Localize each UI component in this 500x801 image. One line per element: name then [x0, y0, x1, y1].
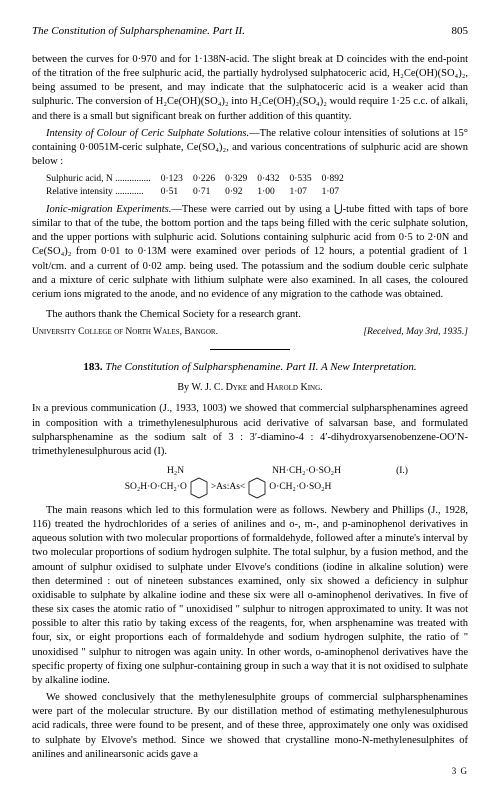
formula-main-row: SO₂H·O·CH₂·O >As:As< O·CH₂·O·SO₂H (I.) [32, 478, 468, 498]
article-title-text: The Constitution of Sulpharsphenamine. P… [105, 361, 416, 373]
row-label: Relative intensity ............ [46, 186, 161, 199]
byline-by: By [177, 382, 189, 393]
section-heading-intensity: Intensity of Colour of Ceric Sulphate So… [46, 128, 249, 139]
article-title: 183. The Constitution of Sulpharsphenami… [32, 360, 468, 375]
body-paragraph-3: We showed conclusively that the methylen… [32, 691, 468, 762]
body-paragraph-1: In a previous communication (J., 1933, 1… [32, 402, 468, 459]
table-cell: 0·535 [289, 173, 321, 186]
body-1-text: a previous communication (J., 1933, 1003… [32, 403, 468, 457]
table-cell: 0·51 [161, 186, 193, 199]
ionic-paragraph: Ionic-migration Experiments.—These were … [32, 203, 468, 302]
body-paragraph-2: The main reasons which led to this formu… [32, 504, 468, 688]
author-2: Harold King. [267, 382, 323, 393]
formula-center: >As:As< [211, 481, 245, 494]
article-number: 183. [83, 361, 102, 373]
benzene-ring-icon [247, 476, 267, 500]
author-1: W. J. C. Dyke [192, 382, 248, 393]
row-label: Sulphuric acid, N ............... [46, 173, 161, 186]
acknowledgment: The authors thank the Chemical Society f… [32, 308, 468, 322]
paragraph-continuation: between the curves for 0·970 and for 1·1… [32, 53, 468, 124]
header-title: The Constitution of Sulpharsphenamine. P… [32, 24, 245, 39]
formula-left: SO₂H·O·CH₂·O [95, 481, 187, 494]
running-header: The Constitution of Sulpharsphenamine. P… [32, 24, 468, 39]
byline: By W. J. C. Dyke and Harold King. [32, 381, 468, 395]
table-cell: 0·892 [322, 173, 354, 186]
table-cell: 0·71 [193, 186, 225, 199]
affiliation-line: University College of North Wales, Bango… [32, 326, 468, 339]
formula-label: (I.) [396, 465, 408, 478]
section-heading-ionic: Ionic-migration Experiments. [46, 204, 171, 215]
table-row: Relative intensity ............ 0·51 0·7… [46, 186, 354, 199]
table-cell: 1·07 [322, 186, 354, 199]
affiliation: University College of North Wales, Bango… [32, 326, 218, 339]
table-cell: 0·432 [257, 173, 289, 186]
table-row: Sulphuric acid, N ............... 0·123 … [46, 173, 354, 186]
formula-right: O·CH₂·O·SO₂H [269, 481, 379, 494]
table-cell: 1·00 [257, 186, 289, 199]
benzene-ring-icon [189, 476, 209, 500]
table-cell: 1·07 [289, 186, 321, 199]
table-cell: 0·226 [193, 173, 225, 186]
section-divider [210, 349, 290, 350]
intensity-paragraph: Intensity of Colour of Ceric Sulphate So… [32, 127, 468, 170]
table-cell: 0·329 [225, 173, 257, 186]
received-date: [Received, May 3rd, 1935.] [363, 326, 468, 339]
ionic-text: —These were carried out by using a ⋃-tub… [32, 204, 468, 300]
table-cell: 0·92 [225, 186, 257, 199]
table-cell: 0·123 [161, 173, 193, 186]
byline-and: and [250, 382, 264, 393]
page-number: 805 [452, 24, 469, 39]
intensity-table: Sulphuric acid, N ............... 0·123 … [46, 173, 354, 199]
chemical-formula: H₂N NH·CH₂·O·SO₂H (I.) SO₂H·O·CH₂·O >As:… [32, 465, 468, 498]
formula-top-left: H₂N [92, 465, 184, 478]
formula-top-right: NH·CH₂·O·SO₂H [272, 465, 382, 478]
lead-word: In [32, 403, 41, 414]
page-signature: 3 G [32, 765, 468, 777]
